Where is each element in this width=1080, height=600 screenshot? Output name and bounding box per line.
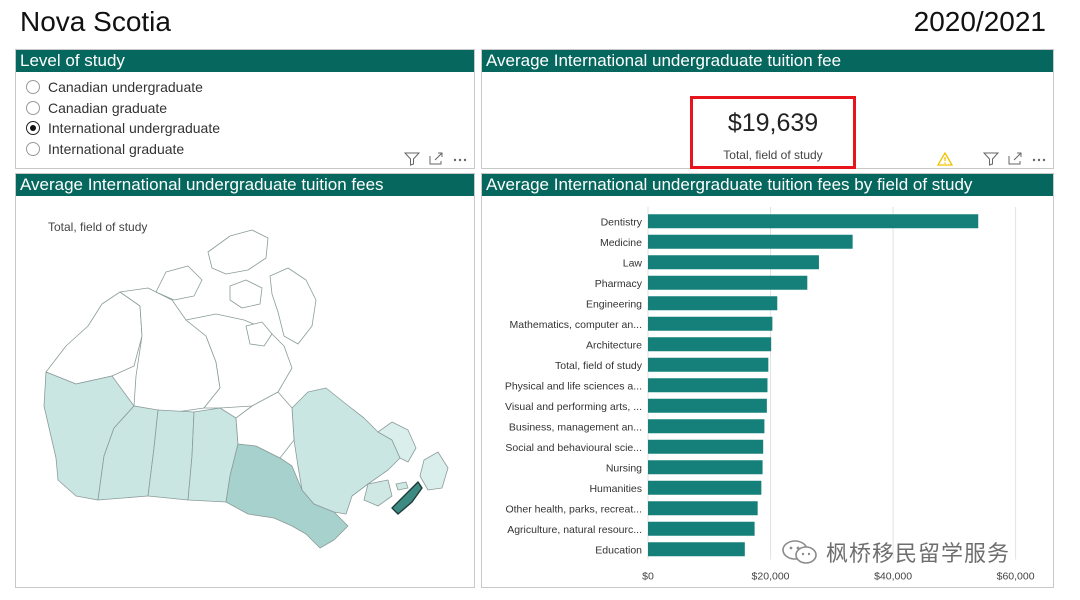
bar[interactable] <box>648 378 768 393</box>
region-arctic-islands[interactable] <box>229 279 263 309</box>
more-options-icon[interactable] <box>1031 152 1047 166</box>
level-panel-tools <box>404 152 468 166</box>
category-label: Humanities <box>589 483 642 495</box>
level-of-study-title: Level of study <box>16 50 474 72</box>
category-label: Architecture <box>586 339 642 351</box>
x-tick-label: $0 <box>642 571 654 583</box>
radio-canadian-graduate[interactable]: Canadian graduate <box>26 98 474 119</box>
bar[interactable] <box>648 357 769 372</box>
radio-button-icon[interactable] <box>26 100 40 115</box>
radio-international-graduate[interactable]: International graduate <box>26 139 474 160</box>
category-label: Other health, parks, recreat... <box>505 503 642 515</box>
category-label: Medicine <box>600 237 642 249</box>
region-yukon[interactable] <box>45 291 143 385</box>
category-label: Dentistry <box>601 216 643 228</box>
category-label: Business, management an... <box>509 421 642 433</box>
watermark: 枫桥移民留学服务 <box>780 536 1010 568</box>
watermark-text: 枫桥移民留学服务 <box>826 541 1011 566</box>
region-arctic-islands[interactable] <box>245 321 273 347</box>
radio-label: Canadian graduate <box>48 99 168 116</box>
region-pei[interactable] <box>395 481 409 491</box>
radio-label: Canadian undergraduate <box>48 79 203 96</box>
category-label: Total, field of study <box>555 360 643 372</box>
map-panel: Average International undergraduate tuit… <box>15 173 475 588</box>
canada-map[interactable] <box>16 196 474 587</box>
kpi-panel-tools <box>937 152 1047 166</box>
radio-canadian-undergraduate[interactable]: Canadian undergraduate <box>26 77 474 98</box>
kpi-label: Total, field of study <box>723 148 823 162</box>
x-tick-label: $60,000 <box>997 571 1035 583</box>
region-newfoundland[interactable] <box>419 451 449 491</box>
kpi-card: $19,639 Total, field of study <box>690 96 856 169</box>
category-label: Nursing <box>606 462 642 474</box>
category-label: Education <box>595 544 642 556</box>
warning-icon[interactable] <box>937 152 953 166</box>
kpi-title: Average International undergraduate tuit… <box>482 50 1053 72</box>
region-arctic-islands[interactable] <box>269 267 317 345</box>
radio-button-icon[interactable] <box>26 80 40 95</box>
bar[interactable] <box>648 398 767 413</box>
radio-label: International graduate <box>48 140 185 157</box>
map-title: Average International undergraduate tuit… <box>16 174 474 196</box>
bar[interactable] <box>648 296 778 311</box>
kpi-panel: Average International undergraduate tuit… <box>481 49 1054 169</box>
x-tick-label: $20,000 <box>752 571 790 583</box>
category-label: Pharmacy <box>595 278 643 290</box>
region-arctic-islands[interactable] <box>155 265 203 301</box>
page-year: 2020/2021 <box>913 6 1046 37</box>
bar-chart-panel: Average International undergraduate tuit… <box>481 173 1054 588</box>
region-ontario[interactable] <box>225 443 349 549</box>
bar[interactable] <box>648 501 758 516</box>
filter-icon[interactable] <box>983 152 999 166</box>
map-label: Total, field of study <box>48 220 148 234</box>
region-quebec[interactable] <box>291 387 401 515</box>
x-tick-label: $40,000 <box>874 571 912 583</box>
region-hudson-bay-shore <box>235 391 295 459</box>
region-arctic-islands[interactable] <box>207 229 269 275</box>
bar[interactable] <box>648 439 764 454</box>
bar[interactable] <box>648 214 979 229</box>
wechat-icon <box>782 540 817 564</box>
bar[interactable] <box>648 480 762 495</box>
page-title: Nova Scotia <box>20 6 171 37</box>
category-label: Engineering <box>586 298 642 310</box>
category-label: Mathematics, computer an... <box>510 319 642 331</box>
level-radio-group: Canadian undergraduate Canadian graduate… <box>16 72 474 159</box>
category-label: Social and behavioural scie... <box>505 442 642 454</box>
radio-international-undergraduate[interactable]: International undergraduate <box>26 118 474 139</box>
focus-mode-icon[interactable] <box>1007 152 1023 166</box>
focus-mode-icon[interactable] <box>428 152 444 166</box>
category-label: Visual and performing arts, ... <box>505 401 642 413</box>
region-nova-scotia[interactable] <box>391 481 423 515</box>
bar[interactable] <box>648 234 853 249</box>
bar[interactable] <box>648 255 819 270</box>
bar[interactable] <box>648 521 755 536</box>
region-new-brunswick[interactable] <box>363 479 393 507</box>
level-of-study-panel: Level of study Canadian undergraduate Ca… <box>15 49 475 169</box>
bar[interactable] <box>648 460 763 475</box>
radio-label: International undergraduate <box>48 120 221 137</box>
bar[interactable] <box>648 316 773 331</box>
bar[interactable] <box>648 542 745 557</box>
bar[interactable] <box>648 275 808 290</box>
category-label: Agriculture, natural resourc... <box>507 524 642 536</box>
bar[interactable] <box>648 337 772 352</box>
region-labrador[interactable] <box>377 421 417 463</box>
category-label: Physical and life sciences a... <box>505 380 642 392</box>
radio-button-selected-icon[interactable] <box>26 121 40 136</box>
bar-chart-title: Average International undergraduate tuit… <box>482 174 1053 196</box>
kpi-value: $19,639 <box>727 109 819 137</box>
filter-icon[interactable] <box>404 152 420 166</box>
more-options-icon[interactable] <box>452 152 468 166</box>
bar[interactable] <box>648 419 765 434</box>
bar-chart: $0 $20,000 $40,000 $60,000 Dentistry Medicine… <box>505 207 1035 583</box>
radio-button-icon[interactable] <box>26 141 40 156</box>
category-label: Law <box>623 257 643 269</box>
